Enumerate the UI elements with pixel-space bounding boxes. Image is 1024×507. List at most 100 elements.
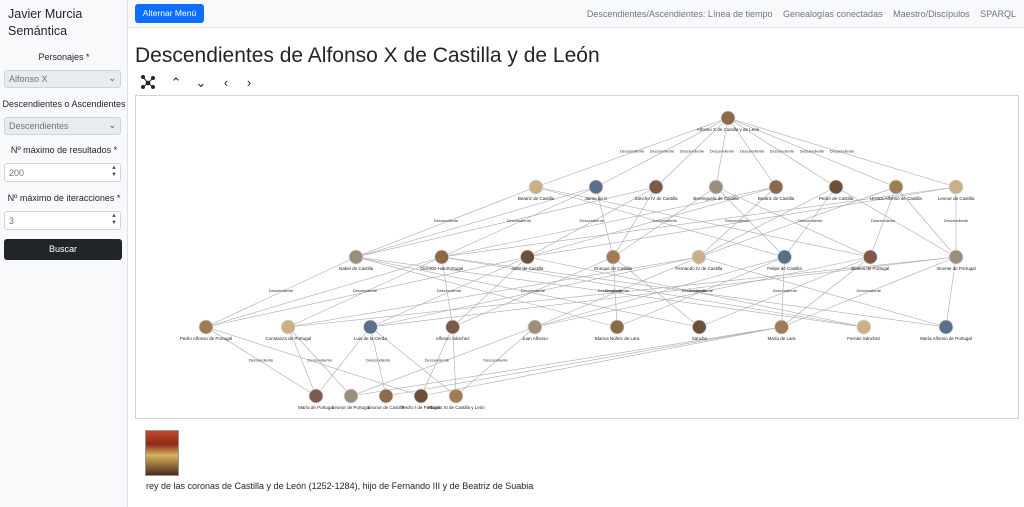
person-node[interactable]: [448, 388, 464, 404]
person-node-label: Leonor de Castilla: [938, 196, 975, 201]
nav-sparql-link[interactable]: SPARQL: [980, 9, 1016, 19]
person-node[interactable]: [856, 319, 872, 335]
chevron-down-icon: ⌄: [108, 73, 116, 83]
network-icon[interactable]: [140, 74, 156, 92]
tipo-select[interactable]: Descendientes ⌄: [4, 117, 121, 135]
personaje-select[interactable]: Alfonso X ⌄: [4, 70, 121, 88]
person-node[interactable]: [280, 319, 296, 335]
person-node[interactable]: [768, 179, 784, 195]
person-node[interactable]: [720, 110, 736, 126]
person-node-label: Jaime de C: [585, 196, 609, 201]
person-node[interactable]: [378, 388, 394, 404]
person-node[interactable]: [348, 249, 364, 265]
person-node[interactable]: [308, 388, 324, 404]
chevron-down-icon[interactable]: ⌄: [195, 75, 207, 90]
edge-label: Descendiente: [800, 149, 825, 154]
chevron-left-icon[interactable]: ‹: [223, 75, 229, 90]
person-node[interactable]: [648, 179, 664, 195]
person-node[interactable]: [948, 249, 964, 265]
graph-edge: [727, 117, 897, 188]
person-node[interactable]: [691, 319, 707, 335]
top-navbar: Alternar Menú Descendientes/Ascendientes…: [128, 0, 1024, 28]
person-node[interactable]: [605, 249, 621, 265]
person-node[interactable]: [588, 179, 604, 195]
person-node[interactable]: [862, 249, 878, 265]
nav-master-disciples-link[interactable]: Maestro/Discípulos: [893, 9, 970, 19]
graph-edge: [527, 186, 777, 258]
person-node[interactable]: [948, 179, 964, 195]
graph-edge: [370, 256, 528, 328]
person-node-label: Beatriz de Castilla: [758, 196, 795, 201]
graph-edge: [527, 186, 657, 258]
max-iter-value: 3: [9, 216, 15, 226]
person-node[interactable]: [198, 319, 214, 335]
graph-edge: [727, 117, 957, 188]
stepper-icon[interactable]: ▲ ▼: [111, 213, 117, 226]
nav-timeline-link[interactable]: Descendientes/Ascendientes: Línea de tie…: [586, 9, 773, 19]
person-node-label: Sancho IV de Castilla: [634, 196, 678, 201]
person-node-label: Vicente de Portugal: [936, 266, 975, 271]
graph-edge: [534, 256, 785, 328]
graph-edge: [612, 186, 717, 258]
graph-edge: [205, 256, 442, 328]
graph-edge: [527, 186, 957, 258]
edge-label: Descendiente: [710, 149, 735, 154]
graph-edge: [727, 117, 777, 188]
person-node[interactable]: [434, 249, 450, 265]
max-results-input[interactable]: 200 ▲ ▼: [4, 163, 121, 182]
person-node[interactable]: [528, 179, 544, 195]
graph-edge: [370, 256, 957, 328]
graph-edge: [612, 256, 618, 328]
person-node[interactable]: [609, 319, 625, 335]
person-node[interactable]: [888, 179, 904, 195]
person-node[interactable]: [413, 388, 429, 404]
graph-edge: [355, 256, 700, 328]
person-node[interactable]: [363, 319, 378, 335]
chevron-up-icon[interactable]: ⌃: [170, 75, 182, 90]
person-description: rey de las coronas de Castilla y de León…: [146, 481, 534, 491]
graph-canvas[interactable]: Descendiente Descendiente Descendiente Desc…: [136, 96, 1019, 419]
graph-edge: [715, 186, 871, 258]
graph-edge: [288, 256, 442, 328]
genealogy-graph[interactable]: Descendiente Descendiente Descendiente Desc…: [135, 95, 1019, 419]
stepper-icon[interactable]: ▲ ▼: [111, 165, 117, 178]
person-node-label: Alfonso Sánchez: [436, 336, 471, 341]
graph-edge: [835, 186, 957, 258]
chevron-right-icon[interactable]: ›: [246, 75, 252, 90]
graph-edge: [595, 186, 614, 258]
person-node[interactable]: [343, 388, 359, 404]
person-node[interactable]: [445, 319, 461, 335]
person-node[interactable]: [828, 179, 844, 195]
graph-edge: [535, 186, 785, 258]
person-node[interactable]: [708, 179, 724, 195]
personaje-value: Alfonso X: [9, 74, 48, 84]
graph-edge: [727, 117, 837, 188]
search-button[interactable]: Buscar: [4, 239, 122, 260]
person-node[interactable]: [777, 249, 792, 265]
graph-edge: [870, 186, 897, 258]
chevron-down-icon: ⌄: [108, 120, 116, 130]
person-node-label: Fernando IV de Castilla: [675, 266, 723, 271]
graph-edge: [441, 256, 453, 328]
tipo-label: Descendientes o Ascendientes: [2, 99, 126, 109]
person-node[interactable]: [774, 319, 789, 335]
edge-label: Descendiente: [579, 218, 604, 223]
edge-label: Descendiente: [507, 218, 532, 223]
graph-edge: [535, 186, 871, 258]
graph-edge: [534, 256, 699, 328]
person-node[interactable]: [691, 249, 707, 265]
max-iter-input[interactable]: 3 ▲ ▼: [4, 211, 121, 230]
graph-edge: [699, 256, 871, 328]
graph-edge: [370, 326, 387, 397]
toggle-menu-button[interactable]: Alternar Menú: [135, 4, 204, 23]
nav-connected-genealogies-link[interactable]: Genealogías conectadas: [783, 9, 883, 19]
person-node[interactable]: [520, 249, 535, 265]
person-node[interactable]: [527, 319, 543, 335]
graph-edge: [441, 256, 864, 328]
person-node[interactable]: [938, 319, 954, 335]
graph-edge: [895, 186, 957, 258]
person-node-label: Juan de Castilla: [511, 266, 544, 271]
graph-edge: [534, 256, 871, 328]
person-node-label: Beatriz de Castilla: [518, 196, 555, 201]
edge-label: Descendiente: [434, 218, 459, 223]
